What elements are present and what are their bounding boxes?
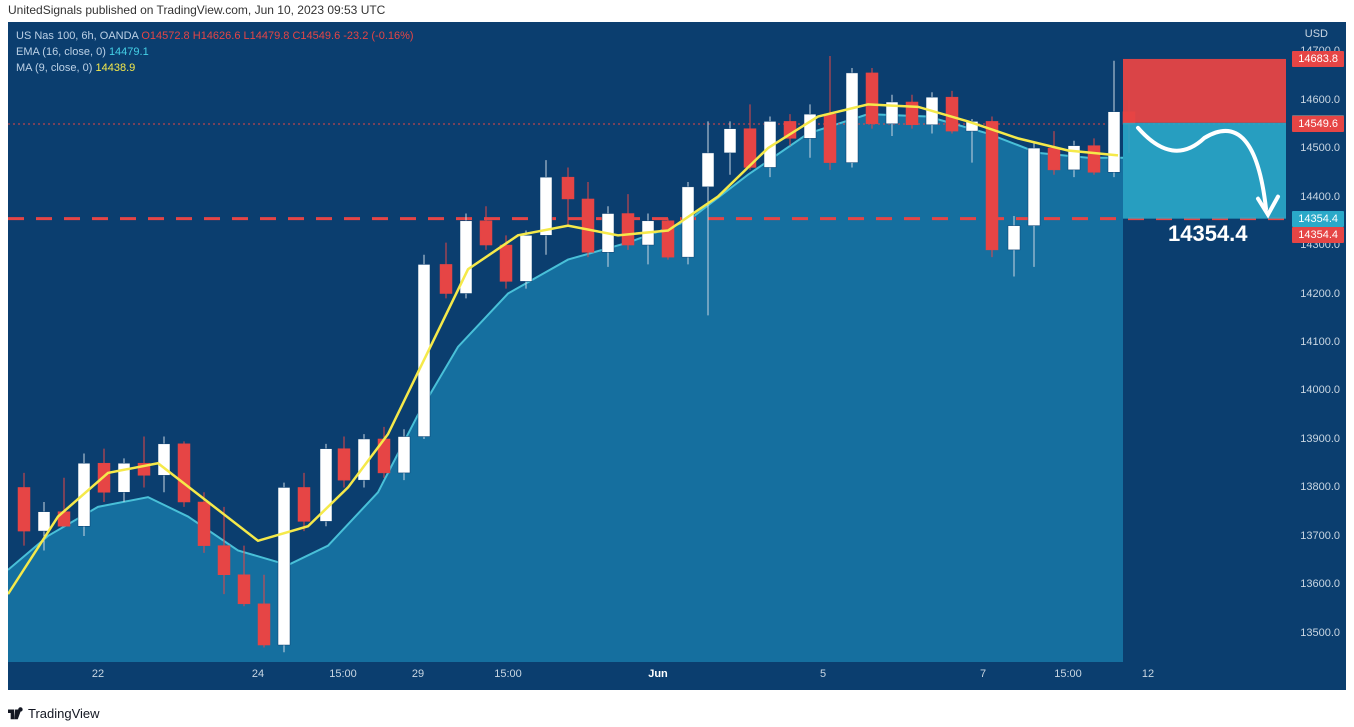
candle-body[interactable] [540,177,552,235]
price-tag: 14549.6 [1292,116,1344,132]
candle-body[interactable] [682,187,694,257]
publish-banner: UnitedSignals published on TradingView.c… [0,0,1354,22]
tradingview-logo: TradingView [8,705,100,721]
candle-body[interactable] [866,73,878,124]
candle-body[interactable] [500,245,512,281]
y-tick: 13800.0 [1300,481,1340,493]
candle-body[interactable] [946,97,958,131]
short-stop-zone[interactable] [1123,59,1286,123]
candle-body[interactable] [440,264,452,293]
ma-label: MA (9, close, 0) [16,62,92,74]
y-axis: USD 13500.0 13600.0 13700.0 13800.0 13900.0 1… [1286,22,1346,662]
candle-body[interactable] [480,221,492,245]
candle-body[interactable] [258,604,270,645]
candle-body[interactable] [118,463,130,492]
x-tick: 12 [1142,668,1154,680]
candle-body[interactable] [582,199,594,252]
x-tick: 15:00 [329,668,357,680]
candle-body[interactable] [824,114,836,162]
x-tick: 24 [252,668,264,680]
candle-body[interactable] [986,121,998,249]
y-tick: 14600.0 [1300,94,1340,106]
candle-body[interactable] [1108,112,1120,173]
candle-body[interactable] [338,449,350,481]
legend: US Nas 100, 6h, OANDA O14572.8 H14626.6 … [16,28,414,76]
candle-body[interactable] [38,512,50,531]
candle-body[interactable] [18,487,30,531]
price-tag: 14354.4 [1292,211,1344,227]
candle-body[interactable] [622,214,634,246]
x-tick: 15:00 [1054,668,1082,680]
candle-body[interactable] [1008,226,1020,250]
x-tick: 7 [980,668,986,680]
candle-body[interactable] [562,177,574,199]
candle-body[interactable] [724,129,736,153]
plot-area[interactable] [8,22,1286,662]
price-tag: 14683.8 [1292,51,1344,67]
candle-body[interactable] [1028,148,1040,226]
y-axis-title: USD [1305,28,1328,40]
x-tick: Jun [648,668,668,680]
candle-body[interactable] [298,487,310,521]
candle-body[interactable] [198,502,210,546]
y-tick: 13700.0 [1300,530,1340,542]
candle-body[interactable] [702,153,714,187]
candle-body[interactable] [398,437,410,473]
candle-body[interactable] [1048,148,1060,170]
y-tick: 13900.0 [1300,433,1340,445]
target-price-label: 14354.4 [1168,221,1248,247]
candle-body[interactable] [846,73,858,163]
candle-body[interactable] [218,546,230,575]
ema-label: EMA (16, close, 0) [16,46,106,58]
y-tick: 14100.0 [1300,336,1340,348]
y-tick: 14500.0 [1300,142,1340,154]
chart-frame[interactable]: US Nas 100, 6h, OANDA O14572.8 H14626.6 … [8,22,1346,690]
x-tick: 15:00 [494,668,522,680]
candle-body[interactable] [1068,146,1080,170]
y-tick: 13500.0 [1300,627,1340,639]
x-tick: 22 [92,668,104,680]
y-tick: 14200.0 [1300,288,1340,300]
x-tick: 29 [412,668,424,680]
candle-body[interactable] [1088,146,1100,173]
candle-body[interactable] [278,487,290,645]
symbol-label: US Nas 100, 6h, OANDA [16,30,138,42]
y-tick: 14000.0 [1300,384,1340,396]
x-axis: 22 24 15:00 29 15:00 Jun 5 7 15:00 12 [8,662,1286,690]
candle-body[interactable] [238,575,250,604]
candle-body[interactable] [520,235,532,281]
y-tick: 13600.0 [1300,578,1340,590]
price-tag: 14354.4 [1292,227,1344,243]
x-tick: 5 [820,668,826,680]
y-tick: 14400.0 [1300,191,1340,203]
candle-body[interactable] [178,444,190,502]
